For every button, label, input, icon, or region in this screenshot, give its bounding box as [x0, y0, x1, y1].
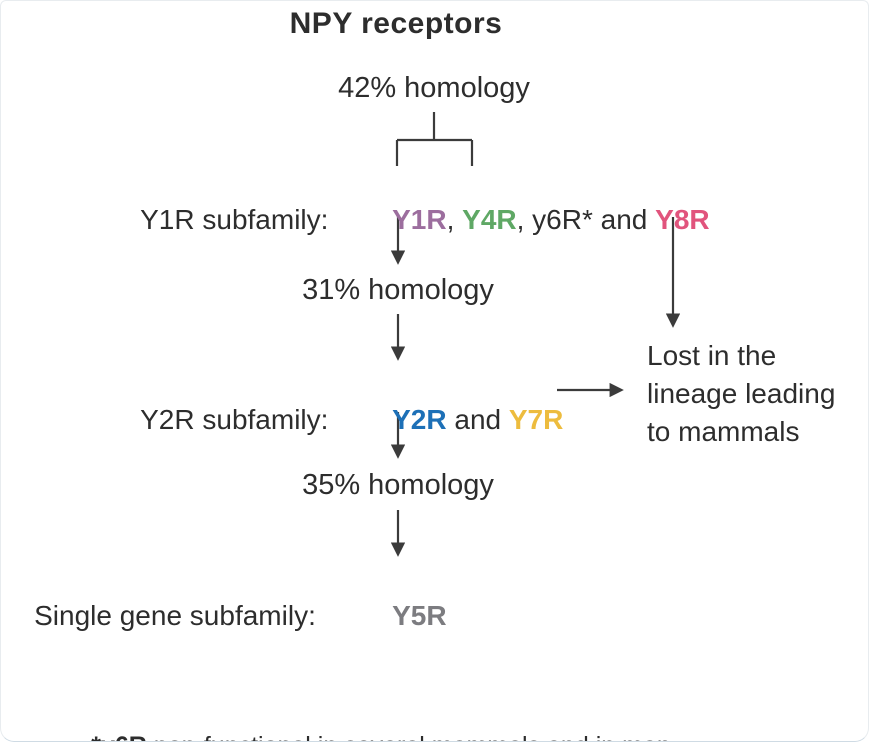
receptor-y2r: Y2R — [392, 404, 447, 435]
receptor-y7r: Y7R — [508, 404, 564, 435]
y2r-subfamily-label: Y2R subfamily: — [140, 404, 329, 435]
page-title: NPY receptors — [289, 7, 503, 40]
receptor-y8r: Y8R — [655, 204, 710, 235]
receptor-y4r: Y4R — [462, 204, 517, 235]
lost-note-line-3: to mammals — [647, 416, 800, 447]
row-separator: , — [446, 204, 463, 235]
receptor-y5r: Y5R — [392, 600, 447, 631]
footnote-y6r-bold: *y6R — [91, 732, 147, 741]
homology-35-label: 35% homology — [302, 469, 494, 501]
footnote-line-1-text: non-functional in several mammals and in… — [147, 732, 671, 741]
receptor-y6r-text: , y6R* and — [516, 204, 656, 235]
single-gene-subfamily-row: Single gene subfamily: Y5R — [3, 568, 447, 664]
homology-31-label: 31% homology — [302, 274, 494, 306]
row-separator: and — [446, 404, 509, 435]
y1r-subfamily-row: Y1R subfamily: Y1R, Y4R, y6R* and Y8R — [109, 172, 710, 268]
lost-note-line-1: Lost in the — [647, 340, 777, 371]
lost-note-line-2: lineage leading — [647, 378, 836, 409]
y2r-subfamily-row: Y2R subfamily: Y2R and Y7R — [109, 372, 563, 468]
receptor-y1r: Y1R — [392, 204, 447, 235]
single-gene-subfamily-label: Single gene subfamily: — [34, 600, 316, 631]
lost-in-lineage-note: Lost in the lineage leading to mammals — [647, 337, 835, 451]
footnote: *y6R non-functional in several mammals a… — [19, 656, 743, 741]
y1r-subfamily-label: Y1R subfamily: — [140, 204, 329, 235]
homology-42-label: 42% homology — [338, 72, 530, 104]
footnote-line-1: *y6R non-functional in several mammals a… — [19, 728, 743, 741]
fork-bracket — [395, 112, 474, 166]
